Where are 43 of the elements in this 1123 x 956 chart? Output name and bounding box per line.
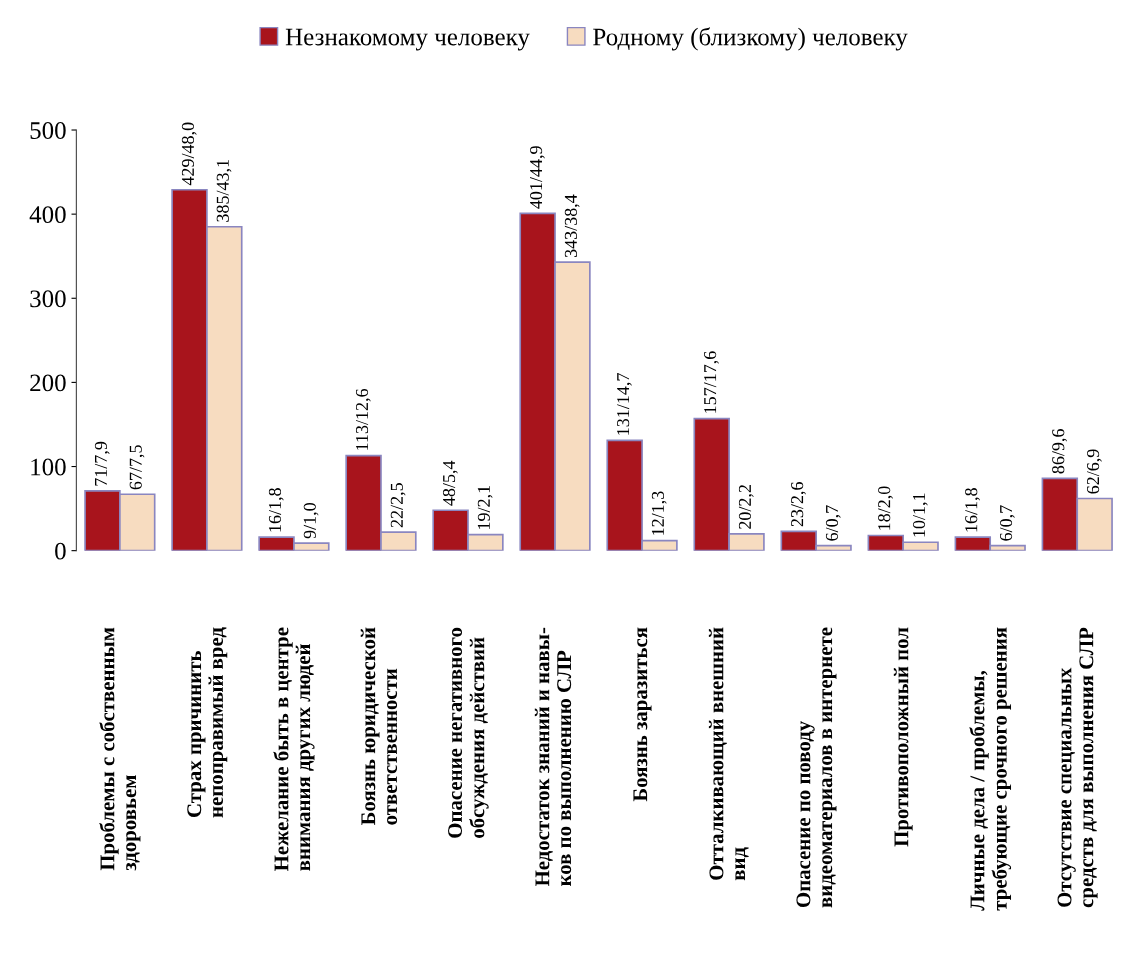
data-label: 18/2,0 [878, 486, 893, 530]
data-label: 16/1,8 [965, 488, 980, 532]
x-tick-label: Боязнь юридической ответственности [360, 627, 398, 826]
y-tick-label: 100 [31, 458, 66, 476]
legend-label: Родному (близкому) человеку [593, 27, 908, 51]
data-label: 385/43,1 [216, 159, 232, 222]
data-label: 401/44,9 [529, 146, 545, 209]
x-tick-label: Нежелание быть в центре внимания других людей [273, 627, 315, 871]
legend-label: Незнакомому человеку [285, 28, 530, 51]
data-label: 157/17,6 [704, 351, 719, 413]
data-label: 6/0,7 [999, 505, 1015, 541]
x-tick-label: Противоположный пол [893, 627, 913, 847]
data-label: 113/12,6 [355, 388, 371, 450]
data-label: 86/9,6 [1052, 429, 1067, 474]
y-tick-label: 300 [30, 290, 66, 308]
data-label: 343/38,4 [564, 194, 580, 258]
data-label: 6/0,7 [825, 505, 841, 541]
data-label: 23/2,6 [791, 482, 806, 527]
data-label: 429/48,0 [181, 122, 197, 186]
data-label: 19/2,1 [477, 485, 493, 529]
data-label: 62/6,9 [1087, 449, 1102, 494]
x-tick-label: Страх причинить непоправимый вред [187, 627, 228, 818]
x-tick-label: Отсутствие специальных средств для выполнения СЛР [1057, 627, 1098, 908]
x-tick-label: Проблемы с собственным здоровьем [99, 627, 141, 871]
data-label: 12/1,3 [651, 491, 667, 535]
data-label: 16/1,8 [268, 488, 284, 532]
x-tick-label: Отталкивающий внешний вид [708, 627, 749, 881]
y-tick-label: 0 [55, 542, 66, 560]
data-label: 9/1,0 [303, 502, 319, 539]
y-tick-label: 200 [30, 374, 66, 392]
data-label: 22/2,5 [390, 483, 406, 528]
x-tick-label: Опасение негативного обсуждения действий [448, 627, 489, 838]
x-tick-label: Боязнь заразиться [633, 627, 652, 802]
data-label: 10/1,1 [912, 493, 928, 537]
y-tick-label: 400 [29, 206, 66, 224]
x-tick-label: Личные дела / проблемы, требующие срочного решения [969, 627, 1012, 911]
x-tick-label: Опасение по поводу видеоматериалов в интернете [796, 627, 837, 908]
data-label: 67/7,5 [129, 445, 145, 490]
data-label: 48/5,4 [442, 460, 458, 506]
y-tick-label: 500 [30, 122, 66, 139]
data-label: 71/7,9 [94, 441, 110, 486]
data-label: 20/2,2 [738, 485, 754, 529]
data-label: 131/14,7 [617, 373, 632, 435]
